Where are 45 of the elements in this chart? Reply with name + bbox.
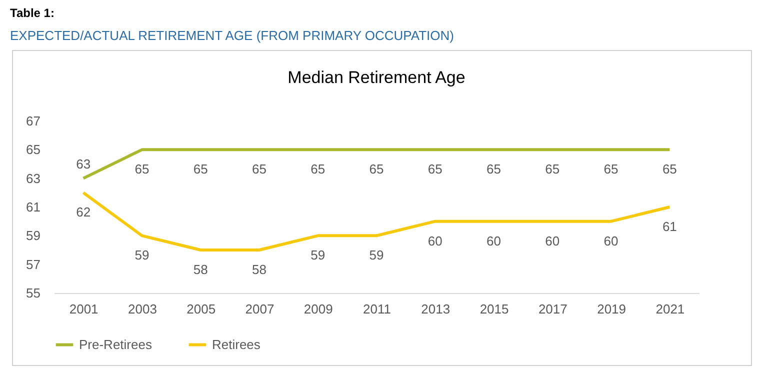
x-tick-label: 2011: [363, 302, 391, 316]
data-label: 65: [310, 162, 326, 177]
data-label: 59: [134, 248, 150, 263]
y-tick-label: 55: [26, 286, 40, 300]
x-tick-label: 2003: [128, 302, 157, 316]
y-tick-label: 65: [26, 142, 40, 158]
data-label: 58: [193, 262, 208, 277]
y-tick-label: 61: [26, 200, 40, 214]
text: EXPECTED/ACTUAL RETIREMENT AGE (FROM PRIMARY OCCUPATION): [10, 28, 454, 43]
x-tick-label: 2015: [480, 302, 509, 316]
x-tick-label: 2007: [245, 302, 274, 316]
chart-title: Median Retirement Age: [288, 68, 466, 87]
data-label: 65: [428, 162, 442, 177]
y-tick-label: 59: [26, 228, 40, 244]
data-label: 60: [486, 233, 502, 248]
data-label: 63: [76, 156, 91, 172]
x-tick-label: 2021: [656, 302, 685, 316]
data-label: 65: [545, 162, 560, 177]
x-tick-label: 2017: [538, 302, 568, 316]
data-label: 58: [252, 262, 266, 277]
data-label: 60: [428, 233, 442, 248]
x-tick-label: 2005: [186, 302, 216, 316]
y-tick-label: 57: [26, 256, 40, 272]
data-label: 62: [76, 204, 91, 220]
data-label: 59: [369, 248, 384, 263]
data-label: 65: [486, 162, 502, 177]
data-label: 59: [310, 248, 326, 263]
legend-label: Pre-Retirees: [79, 336, 152, 352]
data-label: 65: [369, 162, 384, 177]
data-label: 65: [662, 162, 677, 177]
data-label: 65: [193, 162, 208, 177]
x-tick-label: 2019: [597, 302, 626, 316]
y-tick-label: 63: [26, 170, 40, 186]
data-label: 65: [134, 162, 150, 177]
caption: Table 1:: [10, 6, 54, 20]
y-tick-label: 67: [26, 114, 40, 128]
data-label: 60: [545, 233, 560, 248]
data-label: 60: [604, 233, 618, 248]
data-label: 65: [604, 162, 618, 177]
legend-label: Retirees: [212, 336, 261, 352]
x-tick-label: 2013: [421, 302, 450, 316]
data-label: 65: [252, 162, 266, 177]
x-tick-label: 2009: [304, 302, 333, 316]
data-label: 61: [662, 219, 677, 234]
x-tick-label: 2001: [69, 302, 98, 316]
